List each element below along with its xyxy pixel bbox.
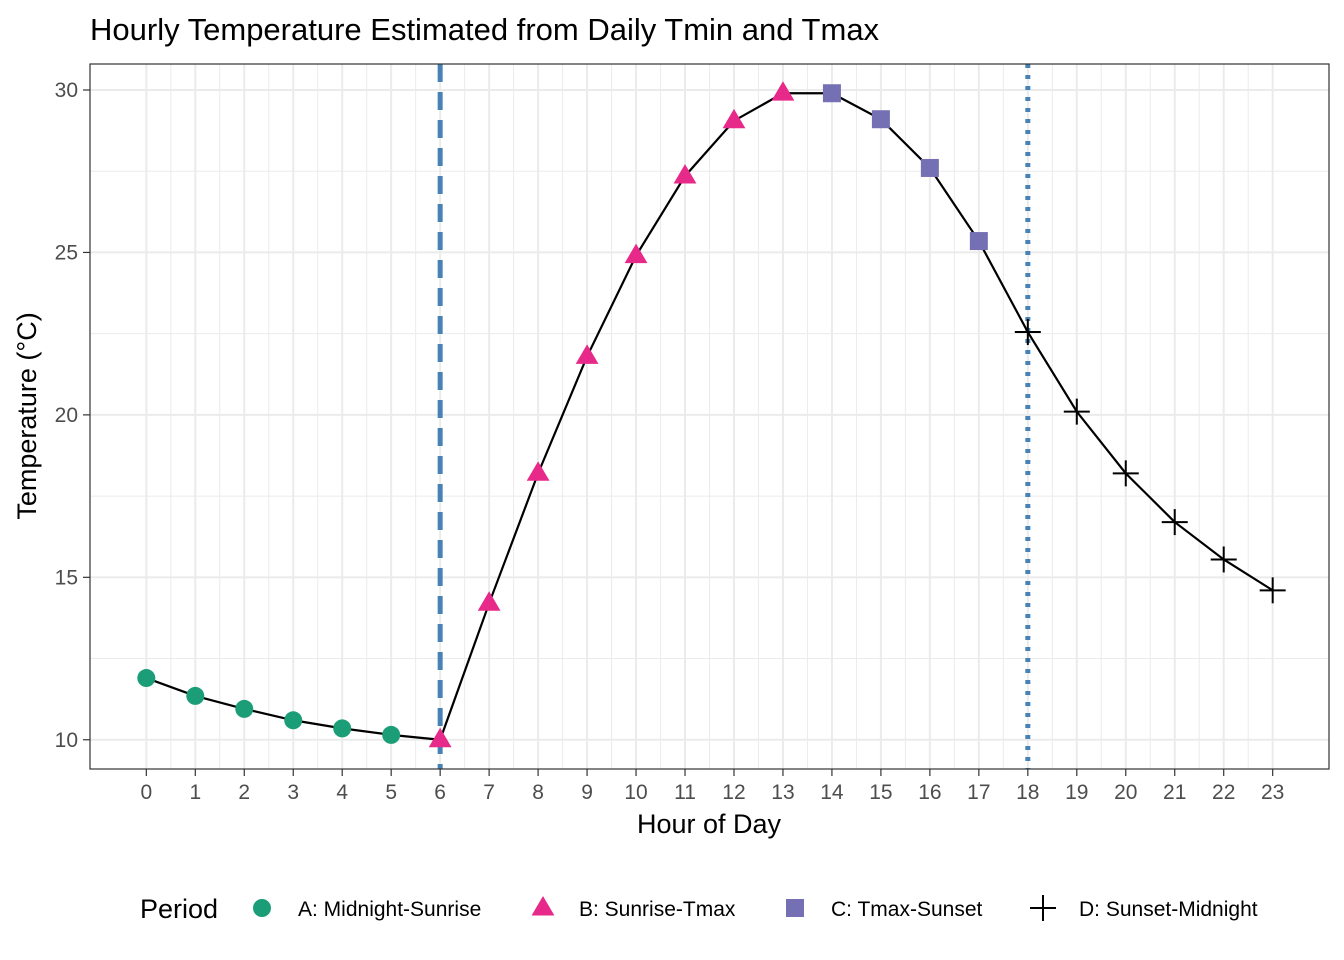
x-tick-label: 11 (674, 781, 696, 804)
x-tick-label: 8 (532, 781, 544, 804)
grid-minor (90, 64, 1329, 769)
data-point (624, 243, 648, 264)
y-tick-label: 15 (55, 566, 78, 589)
x-tick-label: 10 (624, 781, 647, 804)
data-point (1210, 546, 1237, 573)
data-point (526, 461, 550, 481)
x-tick-label: 4 (336, 781, 348, 804)
data-point (382, 725, 401, 744)
x-tick-label: 7 (483, 781, 495, 804)
data-point (477, 591, 501, 611)
x-tick-label: 3 (287, 781, 299, 804)
data-point (920, 158, 939, 177)
x-tick-label: 9 (581, 781, 593, 804)
x-tick-label: 20 (1114, 781, 1137, 804)
data-point (1112, 460, 1139, 487)
data-point (771, 81, 795, 101)
x-tick-label: 14 (820, 781, 844, 804)
data-point (871, 110, 890, 129)
x-tick-label: 18 (1016, 781, 1039, 804)
legend-key (531, 896, 555, 916)
data-point (822, 84, 841, 103)
reference-lines (437, 64, 1031, 769)
x-axis-label: Hour of Day (637, 809, 782, 839)
data-point (1161, 509, 1188, 536)
x-tick-label: 0 (140, 781, 152, 804)
x-axis: 0 1 2 3 4 5 6 7 8 9 10 11 12 13 14 15 16 17 18 19 20 21 22 23 (140, 769, 1284, 804)
legend-label: A: Midnight-Sunrise (298, 898, 481, 921)
y-axis: 10 15 20 25 30 (55, 79, 90, 752)
data-point (186, 686, 205, 705)
x-tick-label: 23 (1261, 781, 1284, 804)
legend-key (1030, 895, 1056, 921)
x-tick-label: 19 (1065, 781, 1088, 804)
x-tick-label: 1 (189, 781, 201, 804)
data-point (722, 108, 746, 129)
x-tick-label: 6 (434, 781, 446, 804)
x-tick-label: 13 (771, 781, 794, 804)
legend: Period A: Midnight-Sunrise B: Sunrise-Tma… (140, 894, 1258, 924)
data-point (1259, 577, 1286, 604)
data-point (137, 669, 156, 688)
data-point (235, 699, 254, 718)
data-point (1014, 319, 1041, 346)
data-point (428, 727, 452, 748)
legend-label: D: Sunset-Midnight (1079, 898, 1258, 921)
x-tick-label: 5 (385, 781, 397, 804)
data-point (673, 164, 697, 184)
legend-title: Period (140, 894, 218, 924)
x-tick-label: 22 (1212, 781, 1235, 804)
data-points (137, 81, 1286, 748)
y-tick-label: 20 (55, 404, 78, 427)
y-tick-label: 10 (55, 729, 78, 752)
data-point (333, 719, 352, 738)
x-tick-label: 16 (918, 781, 941, 804)
y-axis-label: Temperature (°C) (12, 312, 42, 519)
chart-title: Hourly Temperature Estimated from Daily … (90, 12, 880, 47)
plot-border (89, 63, 1330, 770)
x-tick-label: 15 (869, 781, 892, 804)
data-point (284, 711, 303, 730)
x-tick-label: 17 (967, 781, 990, 804)
y-tick-label: 25 (55, 241, 78, 264)
y-tick-label: 30 (55, 79, 78, 102)
data-point (575, 344, 599, 364)
data-point (1063, 398, 1090, 425)
data-point (969, 232, 988, 251)
legend-key (253, 899, 271, 917)
grid-major (90, 64, 1329, 769)
legend-label: C: Tmax-Sunset (831, 898, 982, 921)
legend-label: B: Sunrise-Tmax (579, 898, 736, 921)
x-tick-label: 12 (722, 781, 745, 804)
x-tick-label: 2 (238, 781, 250, 804)
legend-key (786, 899, 804, 917)
x-tick-label: 21 (1163, 781, 1186, 804)
